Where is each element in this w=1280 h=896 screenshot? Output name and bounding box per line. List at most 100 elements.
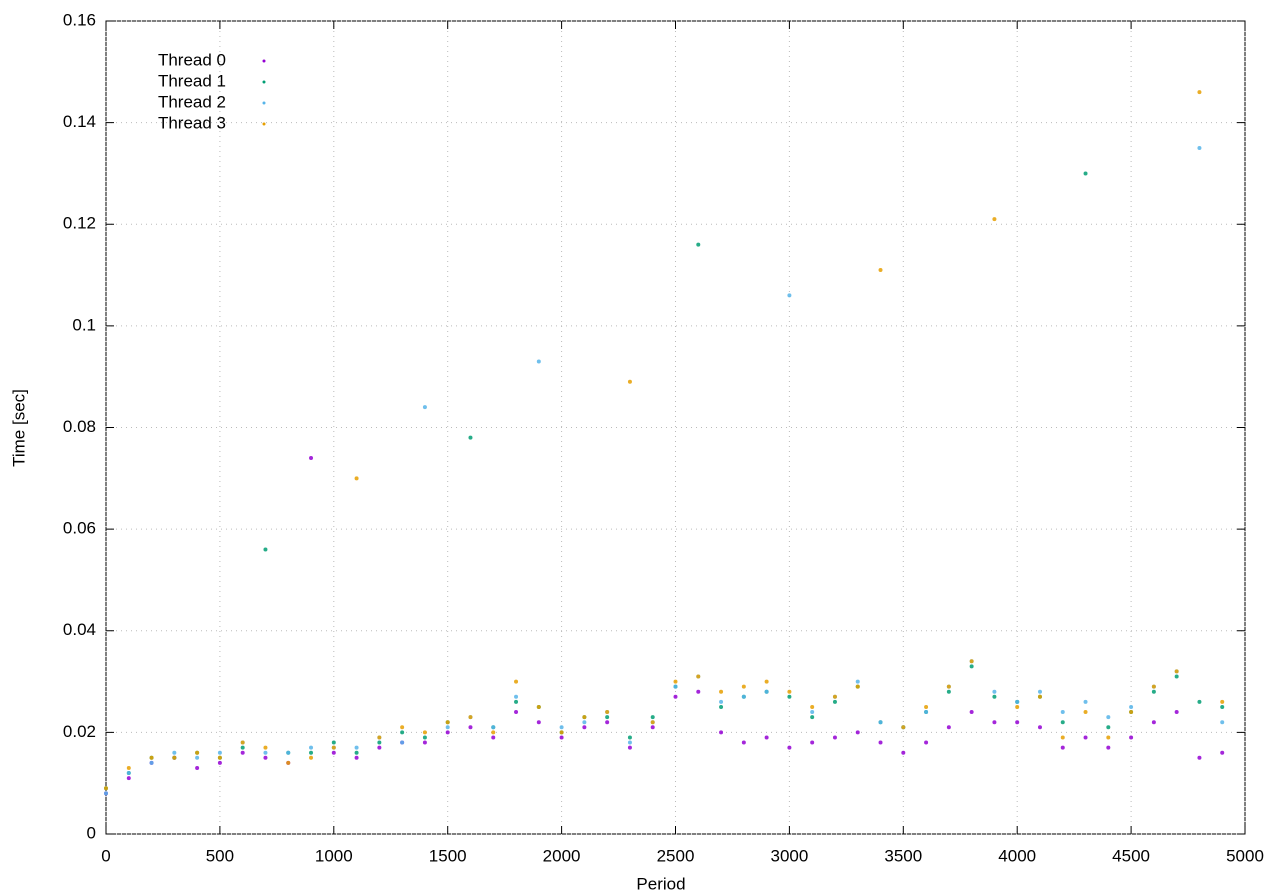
point [559,725,564,730]
x-tick-label: 4000 [998,846,1036,865]
point [559,735,564,740]
point [468,715,473,720]
x-tick-label: 3000 [770,846,808,865]
point [536,359,541,364]
point [1197,146,1202,151]
y-axis-label: Time [sec] [9,389,28,467]
point [787,689,792,694]
point [1060,745,1065,750]
point [263,745,268,750]
point [1083,171,1088,176]
point [422,405,427,410]
x-tick-label: 2500 [657,846,695,865]
point [969,659,974,664]
point [810,704,815,709]
point [924,740,929,745]
point [855,679,860,684]
x-axis-label: Period [636,874,685,893]
point [445,730,450,735]
point [764,735,769,740]
legend-marker [262,101,266,105]
point [1220,720,1225,725]
x-tick-label: 1000 [315,846,353,865]
x-tick-label: 0 [101,846,110,865]
point [764,679,769,684]
point [445,720,450,725]
point [1083,699,1088,704]
point [172,750,177,755]
point [992,720,997,725]
point [582,720,587,725]
y-tick-label: 0.02 [63,722,96,741]
point [377,745,382,750]
point [240,740,245,745]
point [832,699,837,704]
point [126,776,131,781]
point [1197,90,1202,95]
point [104,786,108,791]
point [924,710,929,715]
point [719,704,724,709]
point [1197,755,1202,760]
point [422,735,427,740]
point [1106,715,1111,720]
point [924,704,929,709]
point [719,689,724,694]
point [696,674,701,679]
point [832,735,837,740]
point [1151,720,1156,725]
point [422,730,427,735]
point [377,735,382,740]
point [195,765,200,770]
point [946,725,951,730]
point [878,740,883,745]
legend-label: Thread 2 [158,92,226,111]
point [1015,704,1020,709]
point [1083,735,1088,740]
point [992,217,997,222]
point [1174,710,1179,715]
point [240,745,245,750]
point [673,679,678,684]
y-tick-label: 0.16 [63,10,96,29]
point [719,699,724,704]
point [286,760,291,765]
point [126,771,131,776]
y-tick-label: 0.06 [63,519,96,538]
point [605,710,610,715]
point [309,750,314,755]
point [445,725,450,730]
point [195,755,200,760]
point [1129,704,1134,709]
point [468,435,473,440]
x-tick-label: 5000 [1226,846,1264,865]
point [240,750,245,755]
point [992,694,997,699]
point [810,710,815,715]
y-tick-label: 0.14 [63,112,96,131]
point [377,740,382,745]
y-tick-label: 0.1 [72,315,96,334]
point [1129,710,1134,715]
point [491,730,496,735]
point [422,740,427,745]
x-tick-label: 500 [206,846,234,865]
point [400,730,405,735]
point [559,730,564,735]
legend-label: Thread 3 [158,113,226,132]
point [741,694,746,699]
point [650,720,655,725]
point [217,750,222,755]
point [1220,750,1225,755]
x-tick-label: 4500 [1112,846,1150,865]
point [1015,720,1020,725]
y-tick-label: 0.04 [63,620,96,639]
point [605,720,610,725]
point [263,755,268,760]
legend-marker [262,59,266,63]
point [901,725,906,730]
point [1174,674,1179,679]
point [627,379,632,384]
